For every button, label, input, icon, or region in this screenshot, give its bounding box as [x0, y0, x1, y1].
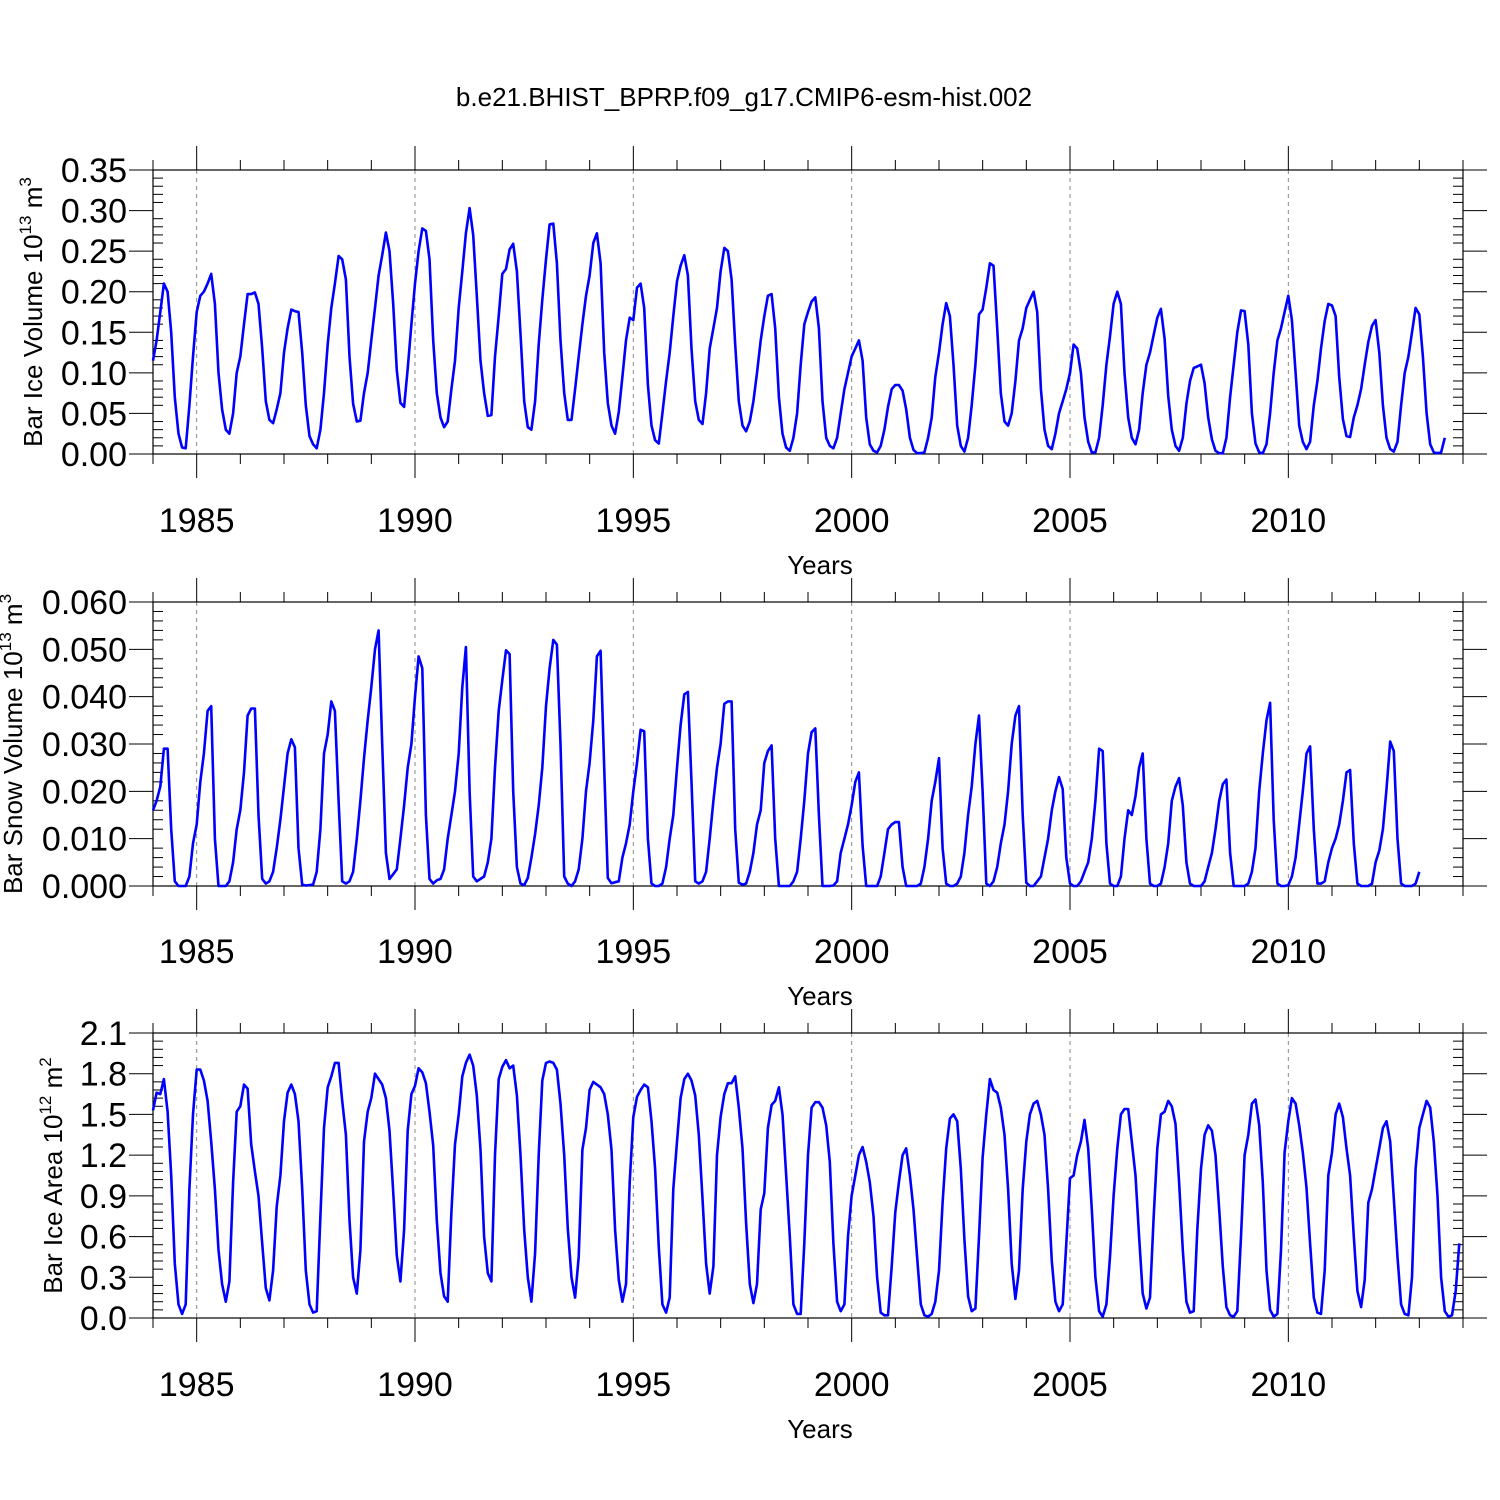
panel-bar-ice-area: 0.00.30.60.91.21.51.82.1 1985 1990 1995 2000… [36, 1009, 1487, 1444]
x-tick-label: 2010 [1251, 502, 1327, 540]
y-tick-label: 0.25 [61, 233, 127, 271]
y-tick-label: 1.8 [80, 1056, 127, 1094]
y-tick-label: 0.9 [80, 1178, 127, 1216]
x-tick-label: 1990 [377, 933, 453, 971]
x-tick-label: 1990 [377, 1366, 453, 1404]
x-tick-label: 1985 [159, 1366, 235, 1404]
y-tick-label: 0.3 [80, 1259, 127, 1297]
y-tick-label: 0.030 [42, 726, 127, 764]
x-tick-label: 1985 [159, 502, 235, 540]
y-tick-label: 1.2 [80, 1137, 127, 1175]
y-tick-label: 0.010 [42, 821, 127, 859]
y-axis-label: Bar Ice Area 1012 m2 [36, 1057, 68, 1294]
y-tick-label: 0.30 [61, 193, 127, 231]
y-tick-label: 0.040 [42, 679, 127, 717]
x-tick-label: 2005 [1032, 502, 1108, 540]
x-tick-label: 1985 [159, 933, 235, 971]
y-tick-label: 0.20 [61, 274, 127, 312]
y-axis-label: Bar Ice Volume 1013 m3 [16, 177, 48, 447]
x-tick-label: 2010 [1251, 1366, 1327, 1404]
x-tick-label: 2010 [1251, 933, 1327, 971]
x-axis-label: Years [787, 981, 853, 1011]
panel-bar-snow-volume: 0.000 0.010 0.020 0.030 0.040 0.050 0.060 1985 1… [0, 578, 1487, 1011]
x-tick-label: 1995 [596, 502, 672, 540]
figure-title: b.e21.BHIST_BPRP.f09_g17.CMIP6-esm-hist.… [456, 82, 1032, 112]
y-tick-label: 2.1 [80, 1015, 127, 1053]
y-tick-label: 0.050 [42, 631, 127, 669]
y-tick-label: 0.10 [61, 355, 127, 393]
series-line [151, 629, 1421, 888]
y-tick-label: 0.6 [80, 1219, 127, 1257]
x-tick-label: 1995 [596, 1366, 672, 1404]
x-axis-label: Years [787, 550, 853, 580]
x-tick-label: 2000 [814, 1366, 890, 1404]
x-tick-label: 1995 [596, 933, 672, 971]
x-tick-label: 1990 [377, 502, 453, 540]
series-line [151, 1053, 1461, 1318]
plot-frame [152, 1032, 1464, 1319]
y-tick-label: 0.35 [61, 152, 127, 190]
y-tick-label: 1.5 [80, 1096, 127, 1134]
x-tick-label: 2005 [1032, 933, 1108, 971]
x-tick-label: 2000 [814, 933, 890, 971]
y-tick-label: 0.060 [42, 584, 127, 622]
y-tick-label: 0.00 [61, 436, 127, 474]
y-tick-label: 0.020 [42, 773, 127, 811]
y-axis-label: Bar Snow Volume 1013 m3 [0, 594, 28, 894]
series-line [151, 206, 1447, 455]
x-axis-label: Years [787, 1414, 853, 1444]
y-tick-label: 0.15 [61, 314, 127, 352]
y-tick-label: 0.0 [80, 1300, 127, 1338]
y-tick-label: 0.05 [61, 395, 127, 433]
y-tick-label: 0.000 [42, 868, 127, 906]
plot-frame [152, 169, 1464, 455]
x-tick-label: 2005 [1032, 1366, 1108, 1404]
x-tick-label: 2000 [814, 502, 890, 540]
panel-bar-ice-volume: 0.000.050.100.150.200.250.300.35 1985 1990… [16, 146, 1487, 580]
plot-frame [152, 601, 1464, 887]
